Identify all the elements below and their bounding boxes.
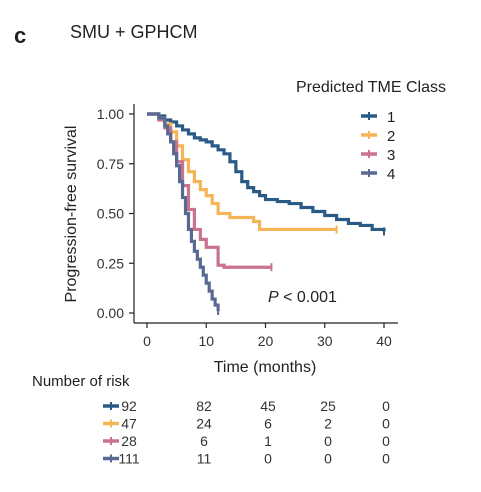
risk-cell: 0	[382, 451, 390, 467]
x-tick-label: 0	[143, 333, 151, 349]
y-tick-label: 1.00	[97, 106, 124, 122]
risk-cell: 2	[324, 416, 332, 432]
risk-cell: 45	[260, 398, 276, 414]
risk-cell: 0	[324, 451, 332, 467]
legend-label-4: 4	[387, 166, 395, 183]
risk-cell: 92	[121, 398, 137, 414]
risk-cell: 0	[324, 433, 332, 449]
axes: 0.00 0.25 0.50 0.75 1.00 0 10 20 30 40	[97, 104, 398, 349]
risk-cell: 11	[197, 451, 212, 467]
x-tick-label: 40	[376, 333, 392, 349]
x-tick-label: 30	[317, 333, 333, 349]
risk-cell: 0	[382, 416, 390, 432]
legend-label-3: 3	[387, 147, 395, 164]
panel-label: c	[14, 23, 26, 48]
series-line-1	[147, 112, 386, 232]
series-line-4	[147, 112, 220, 312]
survival-curves	[147, 112, 386, 316]
risk-cell: 47	[121, 416, 137, 432]
legend: 1 2 3 4	[361, 109, 395, 183]
risk-cell: 0	[382, 398, 390, 414]
p-value-prefix: P	[268, 289, 279, 306]
risk-cell: 25	[320, 398, 336, 414]
risk-cell: 0	[382, 433, 390, 449]
y-tick-label: 0.25	[97, 255, 124, 271]
chart-title: SMU + GPHCM	[70, 22, 198, 42]
y-tick-label: 0.75	[97, 156, 124, 172]
risk-cell: 82	[196, 398, 212, 414]
p-value-text: < 0.001	[279, 289, 337, 306]
y-tick-label: 0.00	[97, 305, 124, 321]
legend-label-1: 1	[387, 109, 395, 126]
risk-cell: 1	[264, 433, 272, 449]
x-tick-label: 10	[198, 333, 214, 349]
legend-title: Predicted TME Class	[296, 79, 446, 96]
x-tick-label: 20	[258, 333, 274, 349]
risk-table-title: Number of risk	[32, 373, 130, 390]
risk-cell: 6	[200, 433, 208, 449]
y-tick-label: 0.50	[97, 206, 124, 222]
risk-cell: 6	[264, 416, 272, 432]
risk-cell: 111	[118, 451, 139, 467]
risk-cell: 28	[121, 433, 137, 449]
legend-label-2: 2	[387, 128, 395, 145]
y-axis-label: Progression-free survival	[63, 126, 80, 303]
x-axis-label: Time (months)	[214, 359, 317, 376]
p-value-annotation: P < 0.001	[268, 289, 337, 306]
risk-cell: 0	[264, 451, 272, 467]
risk-cell: 24	[196, 416, 212, 432]
